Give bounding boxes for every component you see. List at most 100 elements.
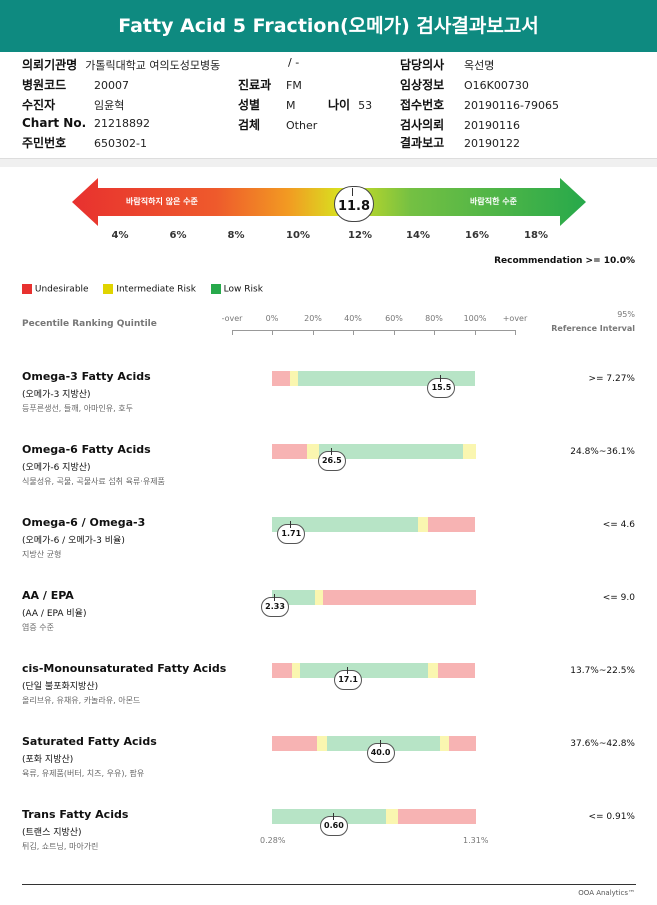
scale-tick-mark (475, 330, 476, 335)
legend-label-undesirable: Undesirable (34, 284, 89, 295)
gauge-right-label: 바람직한 수준 (470, 197, 517, 206)
row-min-label: 0.28% (260, 836, 286, 845)
risk-segment-green (272, 517, 419, 532)
gauge-tick-label: 16% (465, 230, 489, 241)
row-description: 등푸른생선, 들깨, 아마인유, 호두 (22, 404, 133, 413)
gauge-tick-label: 6% (169, 230, 187, 241)
scale-tick-mark (515, 330, 516, 335)
row-risk-bar (272, 809, 476, 824)
row-risk-bar (272, 590, 476, 605)
row-subtitle: (트랜스 지방산) (22, 828, 82, 838)
row-reference: >= 7.27% (588, 374, 635, 384)
doctor-field: 담당의사 옥선명 (400, 58, 495, 72)
legend: Undesirable Intermediate Risk Low Risk (22, 284, 263, 295)
row-subtitle: (오메가-3 지방산) (22, 390, 91, 400)
row-risk-bar (272, 444, 476, 459)
row-value-marker: 40.0 (366, 740, 395, 763)
risk-segment-yellow (385, 809, 399, 824)
row-value-marker: 1.71 (277, 521, 306, 544)
legend-swatch-intermediate (103, 284, 114, 294)
risk-segment-yellow (418, 517, 430, 532)
risk-segment-yellow (290, 371, 300, 386)
scale-tick-mark (232, 330, 233, 335)
risk-segment-red (272, 371, 291, 386)
recommendation: Recommendation >= 10.0% (494, 256, 635, 266)
row-name: cis-Monounsaturated Fatty Acids (22, 662, 227, 675)
id-field: 주민번호 650302-1 (22, 136, 147, 150)
risk-segment-red (322, 590, 476, 605)
risk-segment-yellow (306, 444, 320, 459)
scale-tick-label: -over (221, 314, 243, 323)
legend-swatch-low-risk (210, 284, 221, 294)
footer-rule (22, 884, 636, 885)
risk-segment-yellow (440, 736, 450, 751)
scale-tick-label: 100% (463, 314, 487, 323)
risk-segment-green (300, 663, 429, 678)
ref-header-line2: Reference Interval (551, 324, 635, 333)
gauge-tick-label: 10% (286, 230, 310, 241)
row-reference: <= 9.0 (602, 593, 635, 603)
scale-tick-label: +over (502, 314, 528, 323)
risk-segment-yellow (462, 444, 476, 459)
risk-segment-red (438, 663, 476, 678)
scale-axis (232, 330, 516, 331)
row-reference: 37.6%~42.8% (570, 739, 635, 749)
row-risk-bar (272, 517, 476, 532)
row-subtitle: (오메가-6 / 오메가-3 비율) (22, 536, 125, 546)
row-reference: <= 0.91% (588, 812, 635, 822)
omega3-index-gauge (72, 178, 586, 226)
risk-segment-red (272, 736, 317, 751)
gauge-tick-label: 18% (524, 230, 548, 241)
risk-segment-yellow (316, 736, 328, 751)
gauge-tick-label: 12% (348, 230, 372, 241)
legend-swatch-undesirable (22, 284, 32, 294)
age-field: 나이 53 (328, 98, 373, 112)
row-description: 식물성유, 곡물, 곡물사료 섭취 육류·유제품 (22, 477, 165, 486)
chart-field: Chart No. 21218892 (22, 116, 150, 130)
report-field: 결과보고 20190122 (400, 136, 520, 150)
receipt-field: 접수번호 20190116-79065 (400, 98, 559, 112)
row-description: 육류, 유제품(버터, 치즈, 우유), 팜유 (22, 769, 145, 778)
risk-segment-yellow (314, 590, 324, 605)
row-reference: 24.8%~36.1% (570, 447, 635, 457)
row-description: 올리브유, 유채유, 카놀라유, 아몬드 (22, 696, 141, 705)
row-description: 지방산 균형 (22, 550, 62, 559)
row-value-marker: 15.5 (427, 375, 456, 398)
scale-tick-mark (434, 330, 435, 335)
legend-label-low-risk: Low Risk (223, 284, 263, 295)
row-name: Saturated Fatty Acids (22, 735, 157, 748)
row-value-marker: 26.5 (317, 448, 346, 471)
dept-field: 진료과 FM (238, 78, 302, 92)
scale-tick-mark (353, 330, 354, 335)
scale-tick-mark (313, 330, 314, 335)
row-name: Omega-6 Fatty Acids (22, 443, 151, 456)
ref-header-line1: 95% (617, 310, 635, 319)
row-description: 염증 수준 (22, 623, 54, 632)
risk-segment-red (272, 444, 307, 459)
risk-segment-red (428, 517, 476, 532)
row-name: Trans Fatty Acids (22, 808, 129, 821)
row-value-marker: 0.60 (319, 813, 348, 836)
row-subtitle: (포화 지방산) (22, 755, 74, 765)
gauge-tick-label: 14% (406, 230, 430, 241)
gauge-value-marker: 11.8 (334, 186, 374, 222)
row-subtitle: (AA / EPA 비율) (22, 609, 87, 619)
section-divider (0, 158, 657, 167)
risk-segment-red (397, 809, 476, 824)
institution-field: 의뢰기관명 가톨릭대학교 여의도성모병동 (22, 58, 221, 72)
row-max-label: 1.31% (463, 836, 489, 845)
gauge-tick-label: 8% (227, 230, 245, 241)
row-value-marker: 2.33 (261, 594, 290, 617)
risk-segment-red (448, 736, 476, 751)
risk-segment-green (318, 444, 464, 459)
row-reference: 13.7%~22.5% (570, 666, 635, 676)
request-field: 검사의뢰 20190116 (400, 118, 520, 132)
recipient-field: 수진자 임윤혁 (22, 98, 125, 112)
title-bar (0, 0, 657, 52)
scale-tick-label: 0% (265, 314, 279, 323)
scale-tick-mark (394, 330, 395, 335)
institution-extra: / - (288, 56, 300, 69)
hospital-code-field: 병원코드 20007 (22, 78, 129, 92)
risk-segment-yellow (292, 663, 302, 678)
row-description: 튀김, 쇼트닝, 마아가린 (22, 842, 99, 851)
